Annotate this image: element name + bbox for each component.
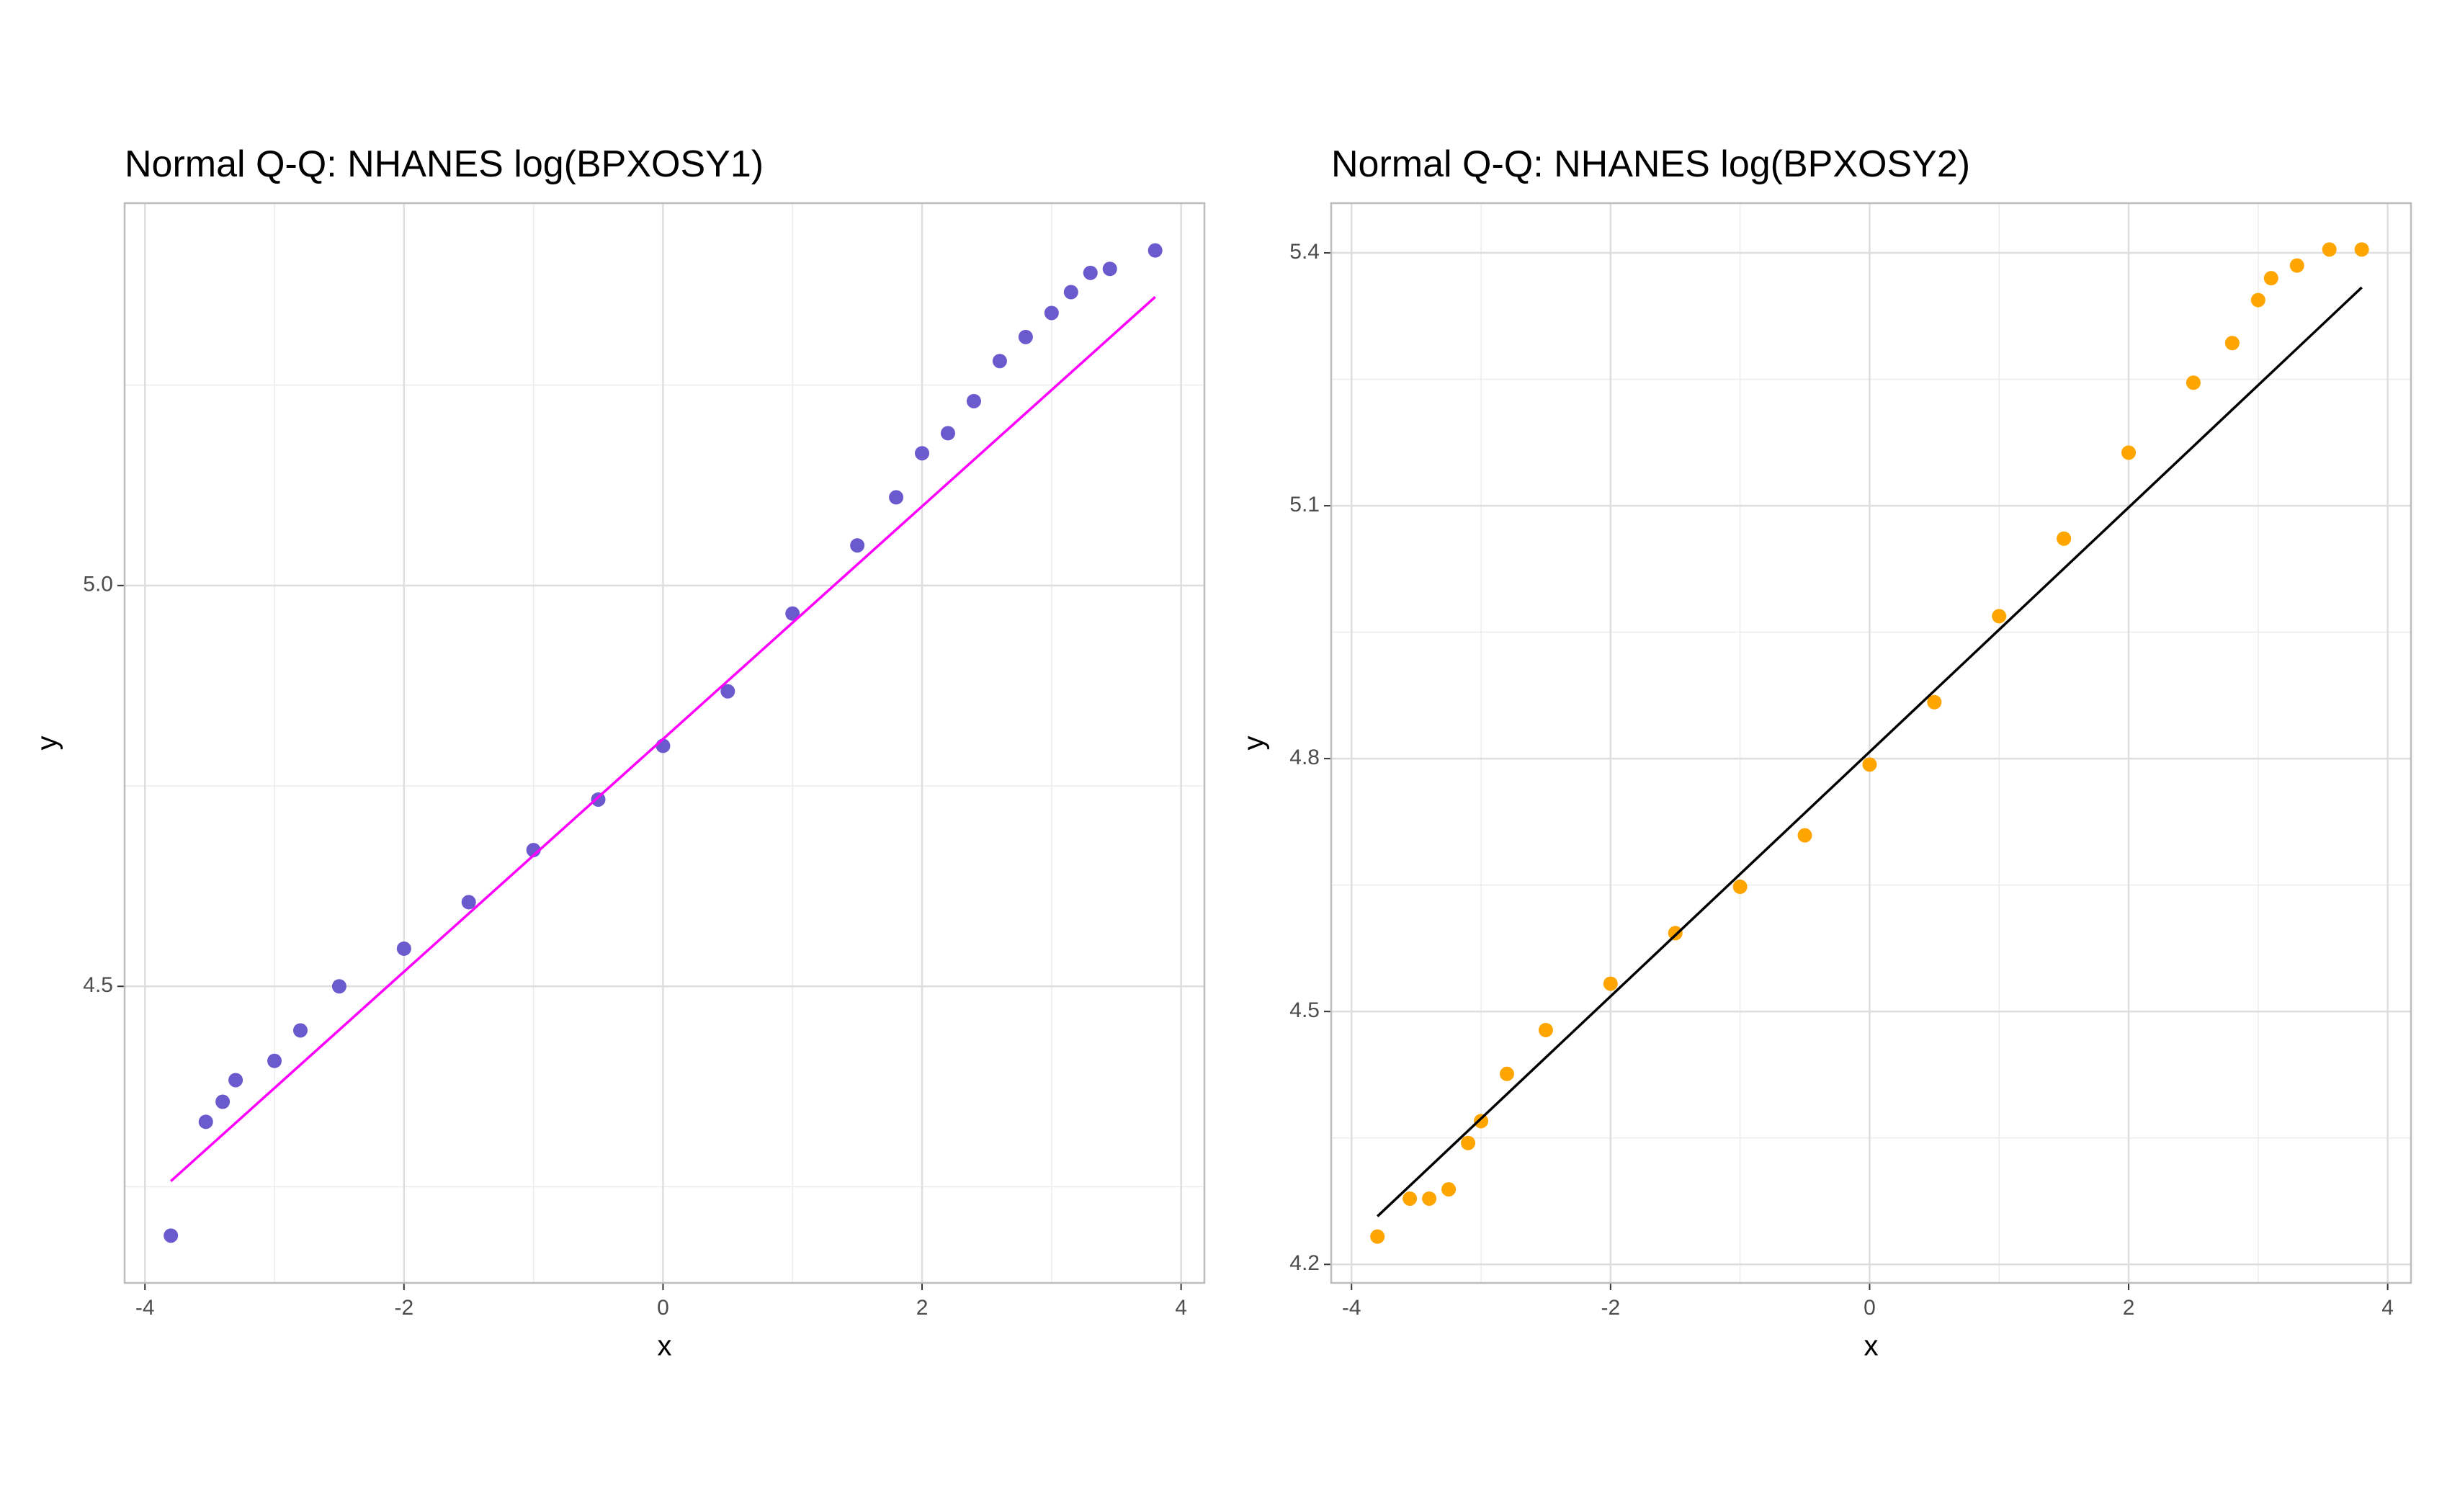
point xyxy=(1044,305,1059,321)
point xyxy=(1862,757,1877,772)
point xyxy=(396,941,411,956)
point xyxy=(1797,828,1812,843)
point xyxy=(2057,531,2072,546)
panel-border xyxy=(123,202,1206,1284)
point xyxy=(591,792,606,807)
point xyxy=(2186,375,2201,390)
point xyxy=(1461,1135,1476,1150)
y-tick-label: 4.5 xyxy=(1289,998,1320,1022)
y-axis-title: y xyxy=(1238,736,1270,751)
point xyxy=(720,684,735,699)
y-tick-label: 5.1 xyxy=(1289,493,1320,516)
x-tick-label: 2 xyxy=(916,1296,929,1320)
x-tick-label: -4 xyxy=(135,1296,155,1320)
point xyxy=(2263,271,2278,286)
y-axis-title: y xyxy=(32,736,63,751)
point xyxy=(331,979,346,994)
y-tick-label: 5.0 xyxy=(83,573,113,596)
point xyxy=(1063,285,1078,300)
panel: -4 -2 0 2 4 4.2 4.5 4.8 5.1 5.4 Normal Q-Q: NHANES… xyxy=(1238,143,2412,1362)
y-tick-label: 4.2 xyxy=(1289,1251,1320,1275)
point xyxy=(2354,242,2369,257)
x-tick-label: -2 xyxy=(394,1296,413,1320)
x-tick-label: -2 xyxy=(1601,1296,1620,1320)
x-tick-label: 4 xyxy=(1175,1296,1187,1320)
point xyxy=(1441,1182,1457,1197)
point xyxy=(1102,261,1117,277)
chart-title: Normal Q-Q: NHANES log(BPXOSY1) xyxy=(125,143,764,185)
point xyxy=(850,538,865,553)
point xyxy=(992,354,1007,369)
point xyxy=(1927,694,1942,710)
point xyxy=(2224,336,2240,351)
point xyxy=(1992,609,2007,624)
point xyxy=(1732,880,1748,895)
point xyxy=(1422,1191,1437,1206)
point xyxy=(2121,445,2137,460)
point xyxy=(215,1094,231,1109)
chart-title: Normal Q-Q: NHANES log(BPXOSY2) xyxy=(1331,143,1970,185)
point xyxy=(1668,926,1683,941)
point xyxy=(461,895,476,910)
y-tick-label: 4.5 xyxy=(83,973,113,997)
point xyxy=(1018,329,1033,344)
reference-line xyxy=(170,295,1156,1182)
point xyxy=(1499,1066,1514,1081)
point xyxy=(1474,1114,1489,1129)
x-tick-label: 2 xyxy=(2123,1296,2135,1320)
point xyxy=(1403,1191,1418,1206)
point xyxy=(228,1073,243,1088)
point xyxy=(1603,976,1618,991)
point xyxy=(1370,1229,1385,1244)
point xyxy=(785,606,800,621)
point xyxy=(1148,243,1163,258)
point xyxy=(656,738,671,753)
x-tick-label: -4 xyxy=(1342,1296,1361,1320)
x-tick-label: 4 xyxy=(2381,1296,2394,1320)
point xyxy=(2289,258,2304,273)
point xyxy=(2250,292,2265,308)
panel-border xyxy=(1330,202,2412,1284)
point xyxy=(915,446,930,461)
x-tick-label: 0 xyxy=(657,1296,669,1320)
point xyxy=(2322,242,2337,257)
reference-line xyxy=(1376,286,2363,1217)
point xyxy=(1538,1022,1553,1037)
point xyxy=(1083,265,1098,280)
point xyxy=(889,490,904,505)
point xyxy=(164,1228,179,1243)
y-tick-label: 4.8 xyxy=(1289,746,1320,769)
point xyxy=(966,393,981,408)
point xyxy=(292,1023,308,1038)
point xyxy=(940,426,955,441)
y-tick-label: 5.4 xyxy=(1289,240,1320,264)
x-axis-title: x xyxy=(1864,1330,1879,1362)
x-tick-label: 0 xyxy=(1864,1296,1876,1320)
point xyxy=(267,1053,282,1068)
x-axis-title: x xyxy=(658,1330,672,1362)
point xyxy=(198,1114,213,1129)
panel: -4 -2 0 2 4 4.5 5.0 Normal Q-Q: NHANES log(BPXO… xyxy=(32,143,1206,1362)
